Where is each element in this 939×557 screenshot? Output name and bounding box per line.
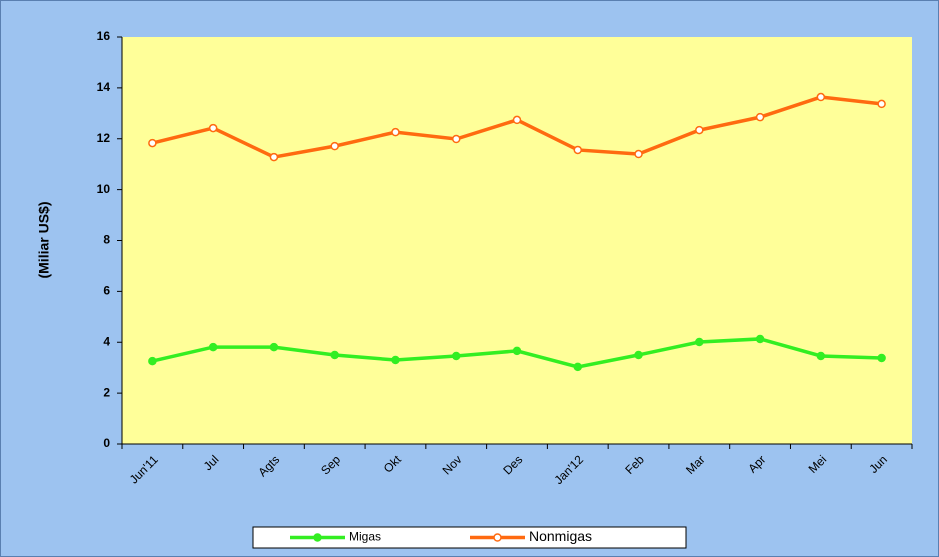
legend-label: Nonmigas: [529, 528, 592, 544]
data-point: [512, 115, 522, 125]
legend-label: Migas: [349, 530, 381, 544]
y-tick-label: 10: [97, 182, 111, 196]
data-point: [816, 92, 826, 102]
data-point: [634, 149, 643, 159]
data-point: [573, 145, 583, 155]
data-point: [269, 152, 279, 162]
data-point: [208, 342, 218, 352]
y-tick-label: 12: [97, 131, 111, 145]
data-point: [816, 351, 826, 361]
data-point: [391, 355, 400, 365]
data-point: [695, 337, 704, 347]
legend-marker: [493, 533, 502, 542]
data-point: [877, 99, 886, 109]
data-point: [755, 334, 765, 344]
data-point: [573, 362, 583, 372]
data-point: [451, 351, 461, 361]
y-tick-label: 4: [103, 334, 110, 348]
legend-marker: [313, 533, 322, 542]
y-tick-label: 2: [103, 385, 110, 399]
plot-area: [122, 37, 912, 444]
data-point: [148, 138, 157, 148]
data-point: [330, 141, 339, 151]
data-point: [391, 127, 400, 137]
data-point: [208, 123, 218, 133]
data-point: [269, 342, 279, 352]
y-tick-label: 8: [103, 233, 110, 247]
y-tick-label: 16: [97, 29, 111, 43]
data-point: [148, 356, 157, 366]
y-tick-label: 6: [103, 284, 110, 298]
legend: [252, 526, 687, 549]
data-point: [755, 112, 765, 122]
data-point: [695, 125, 704, 135]
data-point: [877, 353, 886, 363]
y-tick-label: 14: [97, 80, 111, 94]
data-point: [634, 350, 643, 360]
y-tick-label: 0: [103, 436, 110, 450]
y-axis-label: (Miliar US$): [36, 201, 52, 278]
data-point: [330, 350, 339, 360]
data-point: [451, 134, 461, 144]
data-point: [512, 346, 522, 356]
